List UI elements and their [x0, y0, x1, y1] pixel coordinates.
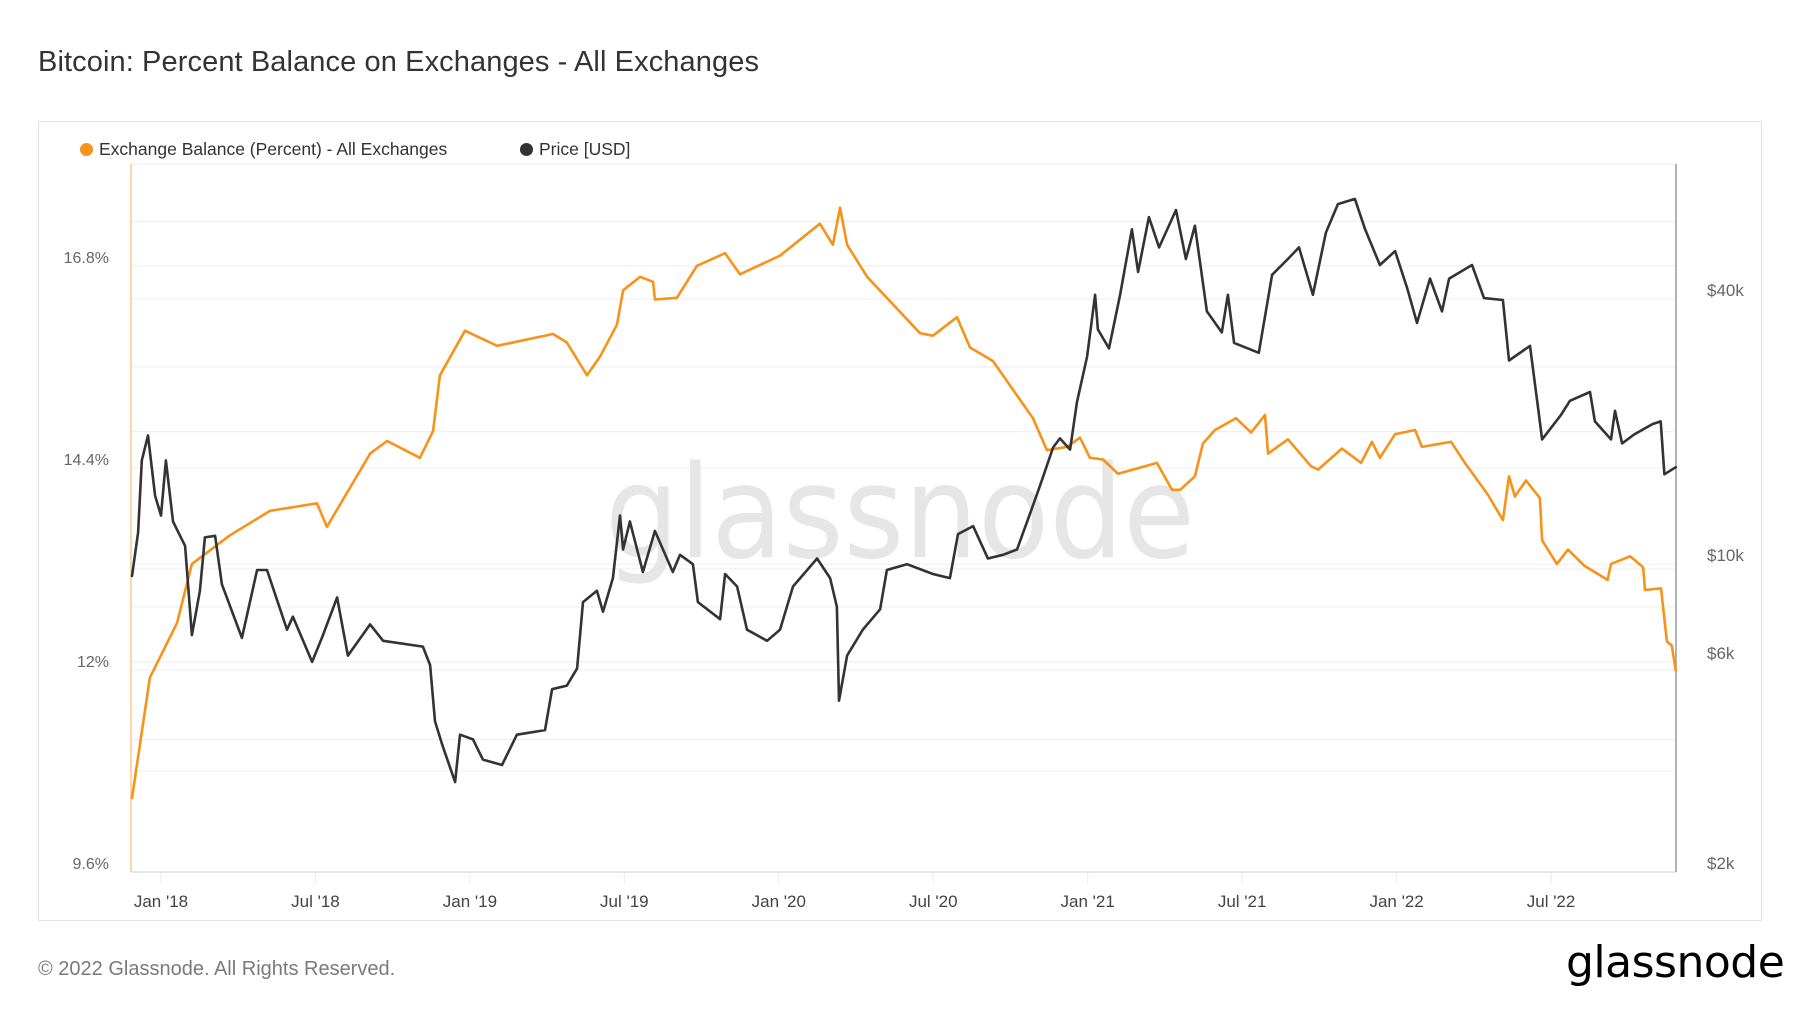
y-left-tick-label: 9.6%	[73, 856, 109, 873]
exchange-balance-line[interactable]	[130, 206, 1678, 800]
y-left-tick-label: 16.8%	[64, 250, 109, 267]
x-tick-label: Jan '21	[1061, 892, 1115, 911]
x-tick-label: Jul '18	[291, 892, 340, 911]
y-left-tick-label: 14.4%	[64, 452, 109, 469]
x-tick-label: Jul '20	[909, 892, 958, 911]
x-tick-label: Jul '19	[600, 892, 649, 911]
legend-label-price: Price [USD]	[539, 138, 631, 159]
x-tick-label: Jan '19	[443, 892, 497, 911]
black-dot-icon	[520, 142, 533, 156]
copyright-text: © 2022 Glassnode. All Rights Reserved.	[38, 958, 396, 980]
y-right-tick-label: $40k	[1707, 281, 1744, 300]
legend-label-exchange-balance: Exchange Balance (Percent) - All Exchang…	[99, 138, 448, 159]
chart-title: Bitcoin: Percent Balance on Exchanges - …	[38, 46, 760, 78]
x-tick-label: Jan '22	[1369, 892, 1423, 911]
x-tick-label: Jul '22	[1527, 892, 1576, 911]
y-right-tick-label: $10k	[1707, 546, 1744, 565]
legend-item-price[interactable]: Price [USD]	[520, 138, 630, 160]
glassnode-logo: glassnode	[1566, 937, 1785, 988]
price-line[interactable]	[130, 197, 1678, 784]
orange-dot-icon	[80, 142, 93, 156]
x-tick-label: Jul '21	[1218, 892, 1267, 911]
y-right-tick-label: $2k	[1707, 854, 1735, 873]
x-tick-label: Jan '18	[134, 892, 188, 911]
y-left-tick-label: 12%	[77, 654, 109, 671]
glassnode-watermark: glassnode	[605, 439, 1195, 588]
x-tick-label: Jan '20	[752, 892, 806, 911]
y-right-tick-label: $6k	[1707, 644, 1735, 663]
legend-item-exchange-balance[interactable]: Exchange Balance (Percent) - All Exchang…	[80, 138, 447, 160]
